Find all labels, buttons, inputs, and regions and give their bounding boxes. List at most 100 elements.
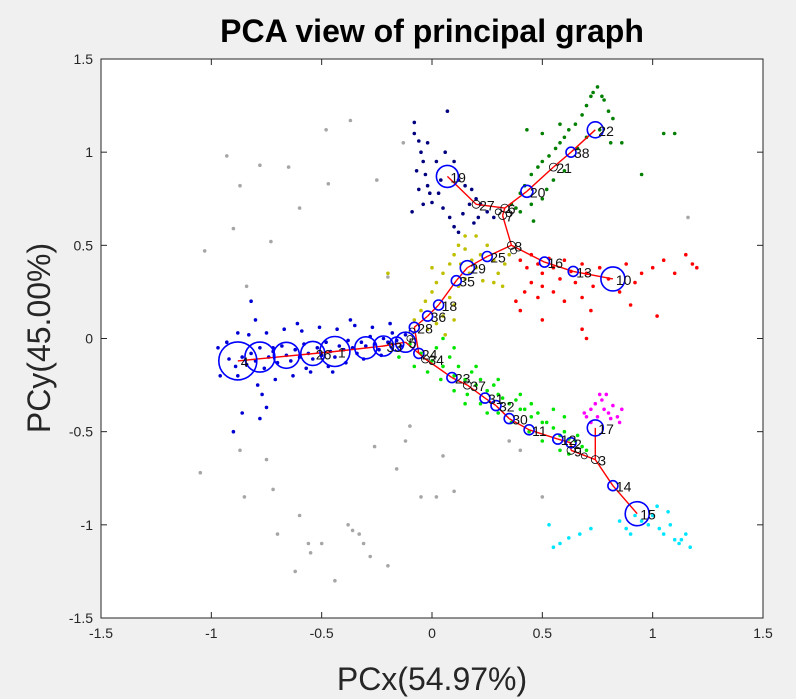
- graph-node-17: [586, 419, 605, 437]
- data-point-red-20: [650, 265, 655, 270]
- data-point-lime-12: [540, 420, 545, 425]
- data-point-green-34: [639, 172, 644, 177]
- data-point-cyan-0: [633, 513, 637, 518]
- data-point-magenta-0: [584, 415, 589, 419]
- data-point-blue-24: [337, 344, 342, 348]
- data-point-navy-3: [419, 150, 423, 154]
- y-tick-label-6: 1.5: [74, 51, 94, 67]
- data-point-red-37: [655, 314, 659, 318]
- graph-node-12: [551, 433, 564, 445]
- y-tick-label-1: -1: [81, 517, 94, 533]
- data-point-gray-26: [357, 532, 362, 536]
- data-point-gray-32: [403, 439, 408, 443]
- data-point-magenta-9: [595, 415, 600, 419]
- data-point-cyan-6: [668, 523, 673, 527]
- data-point-gray-22: [319, 541, 324, 546]
- graph-nodes: [218, 121, 651, 527]
- data-point-red-18: [633, 280, 637, 285]
- data-point-gray-14: [264, 457, 269, 462]
- graph-node-1: [319, 335, 351, 368]
- data-point-blue-60: [253, 318, 258, 322]
- graph-node-27: [471, 199, 481, 209]
- data-point-cyan-12: [624, 526, 628, 531]
- data-point-navy-21: [485, 210, 490, 214]
- data-point-lime-39: [558, 448, 562, 453]
- node-label-11: 11: [532, 423, 547, 439]
- data-point-red-17: [624, 262, 628, 266]
- data-point-blue-19: [315, 346, 320, 350]
- node-label-15: 15: [640, 507, 656, 523]
- data-point-green-0: [514, 206, 518, 210]
- node-label-29: 29: [470, 261, 486, 277]
- data-point-navy-13: [439, 178, 443, 182]
- node-label-36: 36: [431, 309, 447, 325]
- graph-node-unlabeled-0: [244, 341, 276, 373]
- data-point-blue-68: [260, 392, 264, 397]
- data-point-gray-42: [686, 215, 690, 220]
- data-point-blue-73: [348, 318, 353, 322]
- data-point-magenta-4: [602, 407, 606, 412]
- data-point-navy-5: [414, 169, 419, 173]
- data-point-cyan-14: [628, 532, 633, 536]
- data-point-green-12: [580, 113, 584, 117]
- data-point-blue-66: [236, 331, 240, 335]
- data-point-red-13: [591, 284, 595, 289]
- data-point-navy-2: [417, 139, 421, 143]
- data-point-lime-43: [496, 377, 501, 382]
- graph-node-2: [565, 436, 577, 449]
- data-point-red-10: [573, 280, 578, 285]
- node-label-13: 13: [576, 264, 592, 280]
- data-point-green-7: [553, 146, 558, 151]
- data-point-green-19: [551, 178, 556, 182]
- data-point-blue-0: [227, 357, 231, 361]
- data-point-gray-13: [242, 495, 247, 499]
- data-point-olive-34: [481, 278, 485, 283]
- data-point-red-6: [551, 265, 556, 270]
- data-point-cyan-1: [639, 519, 644, 523]
- data-point-cyan-15: [551, 545, 556, 549]
- data-point-olive-19: [452, 303, 456, 307]
- x-tick-label-6: 1.5: [753, 625, 773, 641]
- data-point-blue-40: [236, 374, 240, 378]
- data-point-blue-1: [233, 364, 238, 369]
- data-point-cyan-9: [684, 532, 688, 536]
- data-point-green-10: [567, 128, 571, 132]
- node-label-32: 32: [499, 399, 515, 415]
- graph-node-35: [450, 274, 463, 287]
- data-point-olive-21: [463, 277, 467, 281]
- data-point-olive-13: [492, 258, 496, 263]
- data-point-red-16: [617, 290, 622, 294]
- data-point-magenta-2: [593, 401, 598, 406]
- graph-node-18: [432, 299, 445, 311]
- data-point-blue-53: [353, 323, 357, 328]
- data-point-gray-9: [324, 128, 328, 132]
- data-point-cyan-21: [666, 510, 670, 514]
- data-point-gray-30: [394, 467, 399, 471]
- data-point-blue-26: [346, 338, 350, 343]
- node-label-9: 9: [574, 443, 582, 459]
- graph-edge-6-20: [504, 190, 528, 209]
- data-point-gray-40: [386, 564, 390, 568]
- data-point-blue-44: [273, 377, 278, 382]
- graph-edge-29-25: [466, 255, 488, 269]
- graph-edges: [237, 129, 638, 515]
- data-point-lime-9: [507, 401, 512, 406]
- data-point-lime-23: [500, 396, 505, 400]
- data-point-lime-2: [430, 359, 434, 363]
- node-label-27: 27: [479, 197, 495, 213]
- data-point-navy-28: [445, 109, 450, 113]
- data-point-blue-58: [218, 374, 222, 378]
- data-point-green-31: [597, 128, 602, 132]
- data-point-lime-5: [463, 377, 467, 382]
- data-point-navy-29: [425, 141, 430, 145]
- data-point-olive-11: [478, 252, 483, 257]
- data-point-olive-27: [463, 234, 467, 238]
- node-label-16: 16: [548, 255, 564, 271]
- data-point-green-4: [536, 165, 540, 169]
- y-tick-label-5: 1: [85, 144, 93, 160]
- data-point-navy-8: [428, 191, 432, 195]
- data-point-gray-6: [269, 239, 273, 244]
- graph-node-14: [607, 479, 619, 492]
- graph-edge-27-19: [446, 175, 477, 205]
- node-label-14: 14: [616, 479, 632, 495]
